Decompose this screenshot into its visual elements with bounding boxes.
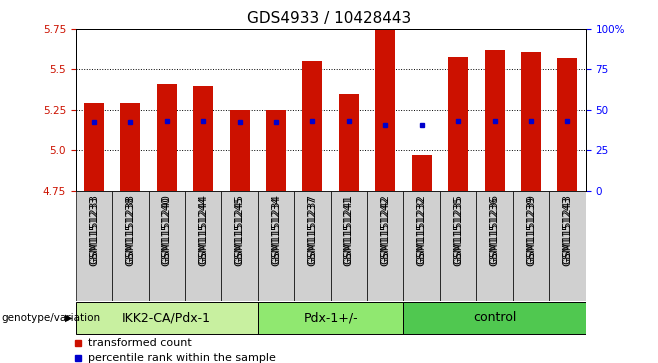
Text: GSM1151236: GSM1151236 xyxy=(490,194,499,264)
Text: GSM1151233: GSM1151233 xyxy=(89,196,99,266)
Bar xyxy=(258,302,403,334)
Text: GSM1151236: GSM1151236 xyxy=(490,196,499,266)
Bar xyxy=(266,110,286,191)
Bar xyxy=(303,61,322,191)
Text: GSM1151240: GSM1151240 xyxy=(162,196,172,266)
Text: GSM1151232: GSM1151232 xyxy=(417,196,426,266)
Bar xyxy=(476,191,513,301)
Text: GSM1151239: GSM1151239 xyxy=(526,194,536,264)
Bar xyxy=(120,103,140,191)
Text: GSM1151241: GSM1151241 xyxy=(344,194,354,264)
Bar xyxy=(403,191,440,301)
Bar xyxy=(221,191,258,301)
Text: GSM1151232: GSM1151232 xyxy=(417,194,426,264)
Bar xyxy=(185,191,221,301)
Text: GSM1151238: GSM1151238 xyxy=(125,194,136,264)
Bar xyxy=(76,302,258,334)
Bar xyxy=(375,29,395,191)
Text: genotype/variation: genotype/variation xyxy=(1,313,101,323)
Bar xyxy=(557,58,578,191)
Text: GSM1151241: GSM1151241 xyxy=(344,196,354,266)
Bar xyxy=(339,94,359,191)
Bar xyxy=(157,84,177,191)
Text: GSM1151244: GSM1151244 xyxy=(198,196,208,266)
Text: GSM1151239: GSM1151239 xyxy=(526,196,536,266)
Bar xyxy=(84,103,104,191)
Text: GSM1151238: GSM1151238 xyxy=(125,196,136,266)
Text: GSM1151240: GSM1151240 xyxy=(162,194,172,264)
Bar xyxy=(448,57,468,191)
Text: GSM1151242: GSM1151242 xyxy=(380,196,390,266)
Bar xyxy=(112,191,149,301)
Text: GSM1151237: GSM1151237 xyxy=(307,196,317,266)
Text: GSM1151243: GSM1151243 xyxy=(563,196,572,266)
Text: Pdx-1+/-: Pdx-1+/- xyxy=(303,311,358,325)
Text: GSM1151242: GSM1151242 xyxy=(380,194,390,264)
Text: GSM1151245: GSM1151245 xyxy=(235,194,245,264)
Text: GSM1151235: GSM1151235 xyxy=(453,196,463,266)
Text: GSM1151243: GSM1151243 xyxy=(563,194,572,264)
Bar xyxy=(412,155,432,191)
Text: transformed count: transformed count xyxy=(88,338,192,348)
Bar xyxy=(513,191,549,301)
Bar xyxy=(521,52,541,191)
Bar xyxy=(367,191,403,301)
Text: GSM1151235: GSM1151235 xyxy=(453,194,463,264)
Bar xyxy=(258,191,294,301)
Text: GSM1151234: GSM1151234 xyxy=(271,196,281,266)
Bar xyxy=(484,50,505,191)
Text: IKK2-CA/Pdx-1: IKK2-CA/Pdx-1 xyxy=(122,311,211,325)
Text: percentile rank within the sample: percentile rank within the sample xyxy=(88,352,276,363)
Text: GSM1151245: GSM1151245 xyxy=(235,196,245,266)
Bar xyxy=(403,302,586,334)
Text: ▶: ▶ xyxy=(65,313,72,323)
Text: GSM1151237: GSM1151237 xyxy=(307,194,317,264)
Bar xyxy=(440,191,476,301)
Text: GSM1151234: GSM1151234 xyxy=(271,194,281,264)
Bar xyxy=(330,191,367,301)
Bar xyxy=(230,110,249,191)
Bar xyxy=(193,86,213,191)
Text: control: control xyxy=(473,311,517,325)
Bar xyxy=(294,191,330,301)
Text: GSM1151244: GSM1151244 xyxy=(198,194,208,264)
Text: GSM1151233: GSM1151233 xyxy=(89,194,99,264)
Bar xyxy=(549,191,586,301)
Bar xyxy=(149,191,185,301)
Bar xyxy=(76,191,112,301)
Text: GDS4933 / 10428443: GDS4933 / 10428443 xyxy=(247,11,411,26)
